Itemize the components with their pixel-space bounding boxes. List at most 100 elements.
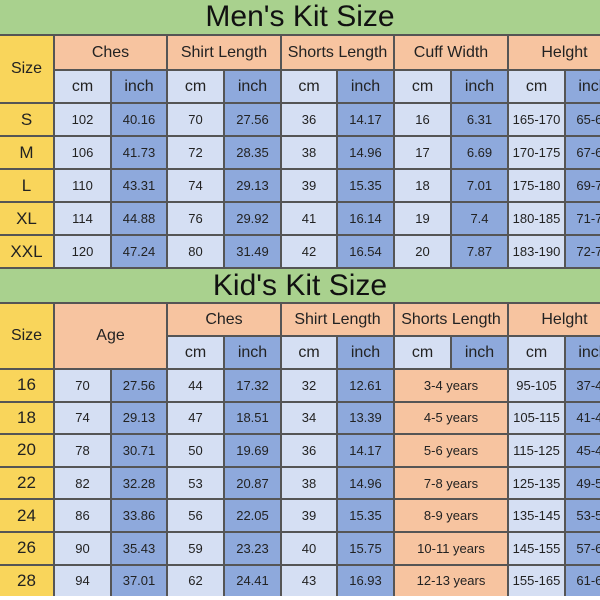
table-cell: 36 [282, 104, 336, 135]
table-cell: 27.56 [225, 104, 280, 135]
table-cell: 95-105 [509, 370, 564, 401]
kids-size-chart: Kid's Kit Size Size Ches Shirt Length Short… [0, 267, 600, 597]
size-header: Size [0, 36, 53, 102]
table-cell: 47 [168, 402, 223, 434]
table-cell: 14.96 [338, 467, 393, 499]
table-cell: 39 [282, 500, 336, 531]
table-cell: 110 [55, 170, 110, 201]
unit-header: inch [566, 337, 600, 368]
table-cell: 114 [55, 203, 110, 234]
unit-header: inch [225, 71, 280, 102]
unit-header: cm [509, 71, 564, 102]
table-cell: 18.51 [225, 402, 280, 434]
table-cell: 50 [168, 435, 223, 466]
table-cell: 47.24 [112, 236, 166, 267]
table-cell: 53-57 [566, 500, 600, 531]
unit-header: cm [55, 71, 110, 102]
table-cell: 14.96 [338, 137, 393, 168]
age-cell: 3-4 years [395, 370, 507, 401]
table-cell: 32 [282, 370, 336, 401]
table-cell: 40 [282, 532, 336, 564]
column-group-header: Shorts Length [395, 304, 507, 335]
table-cell: 16.93 [338, 565, 393, 597]
table-cell: 39 [282, 170, 336, 201]
kids-table: Size Ches Shirt Length Shorts Length Age Helg… [0, 304, 600, 597]
table-cell: 7.01 [452, 170, 507, 201]
table-cell: 175-180 [509, 170, 564, 201]
table-cell: 19.69 [225, 435, 280, 466]
table-cell: 72 [168, 137, 223, 168]
unit-header: inch [452, 71, 507, 102]
table-cell: 65-67 [566, 104, 600, 135]
table-cell: 14.17 [338, 435, 393, 466]
table-cell: 17.32 [225, 370, 280, 401]
table-cell: 49-53 [566, 467, 600, 499]
column-group-header: Helght [509, 304, 600, 335]
column-group-header: Shirt Length [168, 36, 280, 69]
table-cell: 74 [168, 170, 223, 201]
age-header: Age [55, 304, 166, 368]
table-cell: 20 [395, 236, 450, 267]
table-cell: 72-74 [566, 236, 600, 267]
table-cell: 18 [395, 170, 450, 201]
table-cell: 76 [168, 203, 223, 234]
table-cell: 38 [282, 467, 336, 499]
unit-header: cm [168, 71, 223, 102]
table-cell: 180-185 [509, 203, 564, 234]
table-cell: 40.16 [112, 104, 166, 135]
table-cell: 24.41 [225, 565, 280, 597]
unit-header: inch [225, 337, 280, 368]
table-cell: 53 [168, 467, 223, 499]
table-cell: 22.05 [225, 500, 280, 531]
table-cell: 32.28 [112, 467, 166, 499]
unit-header: cm [509, 337, 564, 368]
table-cell: 155-165 [509, 565, 564, 597]
table-cell: 61-65 [566, 565, 600, 597]
table-cell: 42 [282, 236, 336, 267]
unit-header: cm [395, 71, 450, 102]
size-label: 24 [0, 500, 53, 531]
size-label: XXL [0, 236, 53, 267]
table-cell: 71-73 [566, 203, 600, 234]
column-group-header: Helght [509, 36, 600, 69]
age-cell: 10-11 years [395, 532, 507, 564]
table-cell: 43.31 [112, 170, 166, 201]
table-cell: 6.31 [452, 104, 507, 135]
mens-size-chart: Men's Kit Size Size Ches Shirt Length Short… [0, 0, 600, 267]
size-header: Size [0, 304, 53, 368]
table-cell: 125-135 [509, 467, 564, 499]
table-cell: 41.73 [112, 137, 166, 168]
table-cell: 15.35 [338, 170, 393, 201]
table-cell: 34 [282, 402, 336, 434]
mens-table: Size Ches Shirt Length Shorts Length Cuff Wi… [0, 36, 600, 267]
table-cell: 59 [168, 532, 223, 564]
unit-header: inch [452, 337, 507, 368]
table-cell: 90 [55, 532, 110, 564]
table-cell: 67-69 [566, 137, 600, 168]
table-cell: 62 [168, 565, 223, 597]
table-cell: 29.13 [112, 402, 166, 434]
table-cell: 41-45 [566, 402, 600, 434]
age-cell: 5-6 years [395, 435, 507, 466]
column-group-header: Shirt Length [282, 304, 393, 335]
table-cell: 17 [395, 137, 450, 168]
table-cell: 16.14 [338, 203, 393, 234]
table-cell: 16 [395, 104, 450, 135]
table-cell: 15.35 [338, 500, 393, 531]
table-cell: 29.92 [225, 203, 280, 234]
table-cell: 120 [55, 236, 110, 267]
table-cell: 15.75 [338, 532, 393, 564]
table-cell: 82 [55, 467, 110, 499]
unit-header: inch [566, 71, 600, 102]
size-label: 18 [0, 402, 53, 434]
table-cell: 70 [168, 104, 223, 135]
table-cell: 16.54 [338, 236, 393, 267]
size-label: 28 [0, 565, 53, 597]
column-group-header: Ches [168, 304, 280, 335]
table-cell: 70 [55, 370, 110, 401]
column-group-header: Ches [55, 36, 166, 69]
table-cell: 27.56 [112, 370, 166, 401]
table-cell: 80 [168, 236, 223, 267]
table-cell: 37-41 [566, 370, 600, 401]
size-label: 20 [0, 435, 53, 466]
